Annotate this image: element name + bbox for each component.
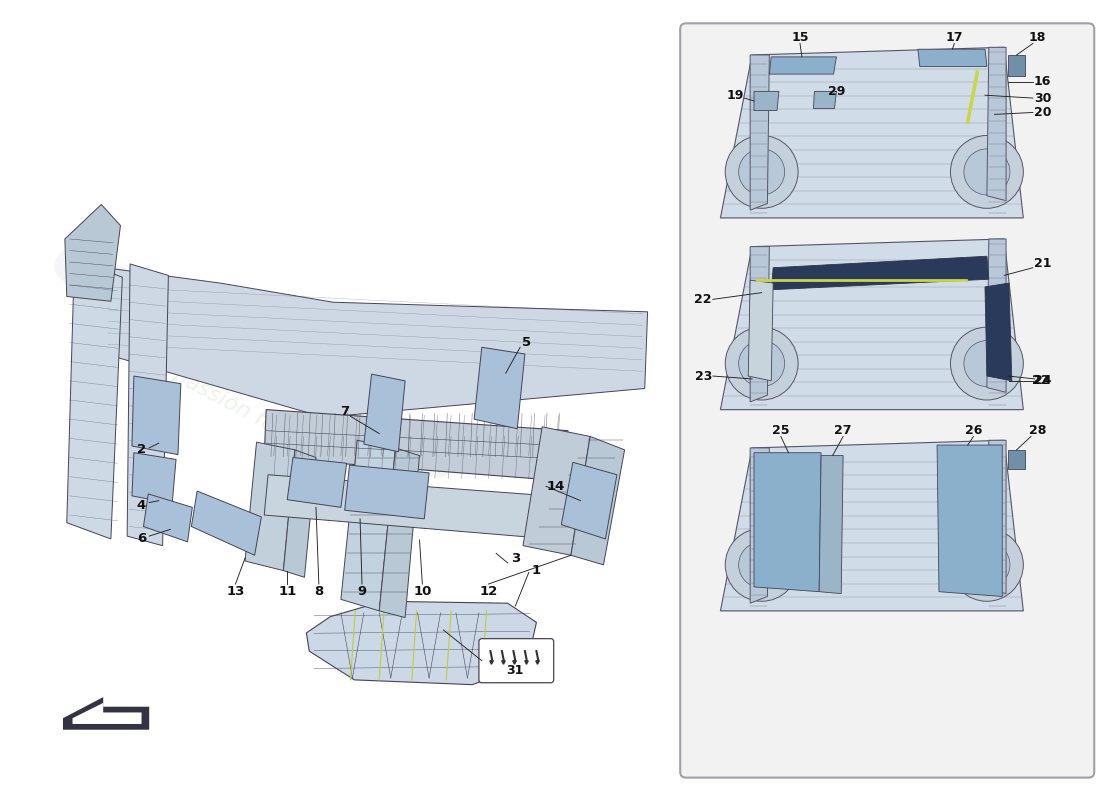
Circle shape: [725, 327, 799, 400]
Circle shape: [950, 135, 1023, 208]
FancyBboxPatch shape: [680, 23, 1094, 778]
Text: 4: 4: [136, 499, 146, 512]
Circle shape: [725, 135, 799, 208]
Polygon shape: [132, 453, 176, 503]
Circle shape: [739, 149, 784, 195]
Circle shape: [725, 529, 799, 602]
Text: 29: 29: [827, 85, 845, 98]
Text: 11: 11: [278, 585, 296, 598]
Polygon shape: [307, 602, 537, 685]
Polygon shape: [750, 448, 769, 603]
Polygon shape: [63, 697, 150, 730]
Polygon shape: [191, 491, 262, 555]
Text: 22: 22: [694, 293, 712, 306]
Polygon shape: [67, 258, 122, 539]
Text: 12: 12: [480, 585, 497, 598]
Text: eurospares: eurospares: [783, 107, 976, 194]
Polygon shape: [106, 268, 648, 418]
Text: 31: 31: [507, 664, 524, 677]
Text: 21: 21: [1034, 258, 1052, 270]
Polygon shape: [264, 474, 575, 540]
Text: eurospares: eurospares: [783, 309, 976, 396]
Text: 28: 28: [1028, 424, 1046, 437]
Polygon shape: [987, 47, 1007, 201]
Polygon shape: [284, 450, 316, 578]
Polygon shape: [474, 347, 525, 429]
Circle shape: [964, 542, 1010, 588]
Polygon shape: [748, 280, 773, 381]
Polygon shape: [984, 283, 1012, 381]
Polygon shape: [987, 239, 1007, 392]
Text: 24: 24: [1034, 374, 1052, 387]
Text: 8: 8: [315, 585, 323, 598]
Polygon shape: [287, 458, 346, 507]
Polygon shape: [341, 440, 396, 611]
Text: 19: 19: [726, 89, 744, 102]
Circle shape: [964, 341, 1010, 386]
Text: 2: 2: [138, 443, 146, 456]
Text: 18: 18: [1028, 31, 1046, 44]
Polygon shape: [344, 465, 429, 519]
Polygon shape: [128, 264, 168, 546]
Text: 27: 27: [835, 424, 851, 437]
Text: 23: 23: [694, 370, 712, 382]
Text: 26: 26: [965, 424, 982, 437]
Circle shape: [950, 327, 1023, 400]
Text: 7: 7: [340, 405, 350, 418]
Polygon shape: [750, 55, 769, 210]
Polygon shape: [561, 462, 617, 539]
Polygon shape: [522, 427, 590, 555]
Text: 13: 13: [227, 585, 244, 598]
Circle shape: [739, 542, 784, 588]
Polygon shape: [143, 494, 192, 542]
Polygon shape: [264, 410, 568, 481]
Polygon shape: [754, 91, 779, 110]
Polygon shape: [1008, 450, 1025, 469]
Polygon shape: [245, 442, 295, 570]
Text: 5: 5: [522, 336, 531, 349]
Polygon shape: [364, 374, 405, 452]
Text: 22: 22: [1032, 374, 1049, 387]
Polygon shape: [132, 376, 180, 454]
Text: 20: 20: [1034, 106, 1052, 119]
Text: 1: 1: [532, 564, 541, 577]
Text: 30: 30: [1034, 91, 1052, 105]
Polygon shape: [73, 703, 142, 724]
Polygon shape: [65, 205, 121, 302]
Polygon shape: [720, 47, 1023, 218]
Circle shape: [964, 149, 1010, 195]
Polygon shape: [769, 57, 836, 74]
Polygon shape: [720, 239, 1023, 410]
Text: eurospares: eurospares: [39, 224, 474, 499]
Text: 3: 3: [510, 552, 520, 565]
Text: 15: 15: [791, 31, 808, 44]
Text: 6: 6: [136, 533, 146, 546]
Text: a passion for parts since 1990: a passion for parts since 1990: [152, 355, 458, 531]
Text: 10: 10: [414, 585, 431, 598]
Polygon shape: [750, 246, 769, 402]
Polygon shape: [820, 455, 843, 594]
Polygon shape: [720, 440, 1023, 611]
FancyBboxPatch shape: [478, 638, 553, 682]
Polygon shape: [771, 256, 989, 290]
Circle shape: [739, 341, 784, 386]
Polygon shape: [754, 453, 821, 592]
Text: 17: 17: [946, 31, 964, 44]
Text: 16: 16: [1034, 75, 1052, 88]
Polygon shape: [937, 445, 1002, 597]
Polygon shape: [987, 440, 1007, 594]
Text: 25: 25: [772, 424, 790, 437]
Text: eurospares: eurospares: [783, 519, 976, 606]
Polygon shape: [1008, 55, 1025, 76]
Polygon shape: [917, 50, 987, 66]
Polygon shape: [379, 448, 419, 618]
Circle shape: [950, 529, 1023, 602]
Polygon shape: [813, 91, 836, 109]
Polygon shape: [571, 437, 625, 565]
Text: 14: 14: [547, 480, 564, 493]
Text: 9: 9: [358, 585, 366, 598]
